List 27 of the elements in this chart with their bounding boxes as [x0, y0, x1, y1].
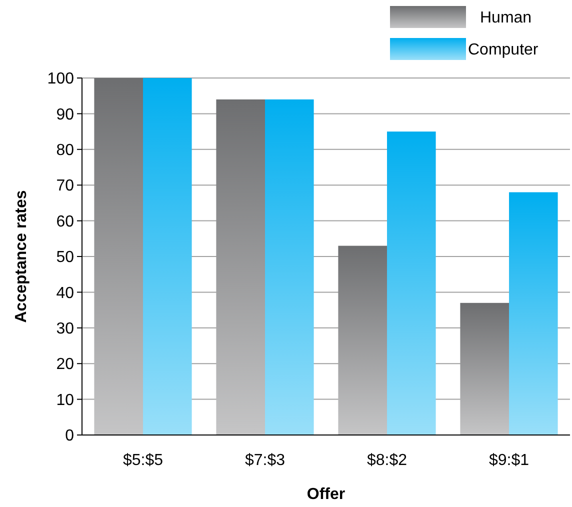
bar [387, 132, 436, 435]
y-tick-label: 70 [56, 178, 74, 195]
bar [94, 78, 143, 435]
y-tick-label: 30 [56, 320, 74, 338]
bar [509, 192, 558, 435]
bar [216, 99, 265, 435]
bar [338, 246, 387, 435]
y-tick-label: 40 [56, 284, 74, 302]
bar [460, 302, 509, 435]
y-tick-label: 60 [56, 213, 74, 230]
x-axis-title: Offer [306, 486, 346, 503]
y-tick-label: 0 [65, 428, 74, 445]
y-tick-label: 100 [47, 70, 74, 88]
y-axis-title: Acceptance rates [13, 190, 30, 323]
y-tick-label: 90 [56, 106, 74, 124]
x-tick-label: $7:$3 [244, 452, 286, 469]
bar [265, 99, 314, 435]
y-tick-label: 80 [56, 142, 74, 159]
y-tick-label: 20 [56, 356, 74, 374]
bar [143, 78, 192, 435]
y-tick-label: 50 [56, 249, 74, 266]
x-tick-label: $8:$2 [366, 452, 408, 469]
legend-label: Human [480, 10, 532, 27]
x-tick-label: $5:$5 [122, 452, 164, 469]
legend-label: Computer [468, 42, 539, 59]
x-tick-label: $9:$1 [488, 452, 530, 469]
y-tick-label: 10 [56, 392, 74, 409]
